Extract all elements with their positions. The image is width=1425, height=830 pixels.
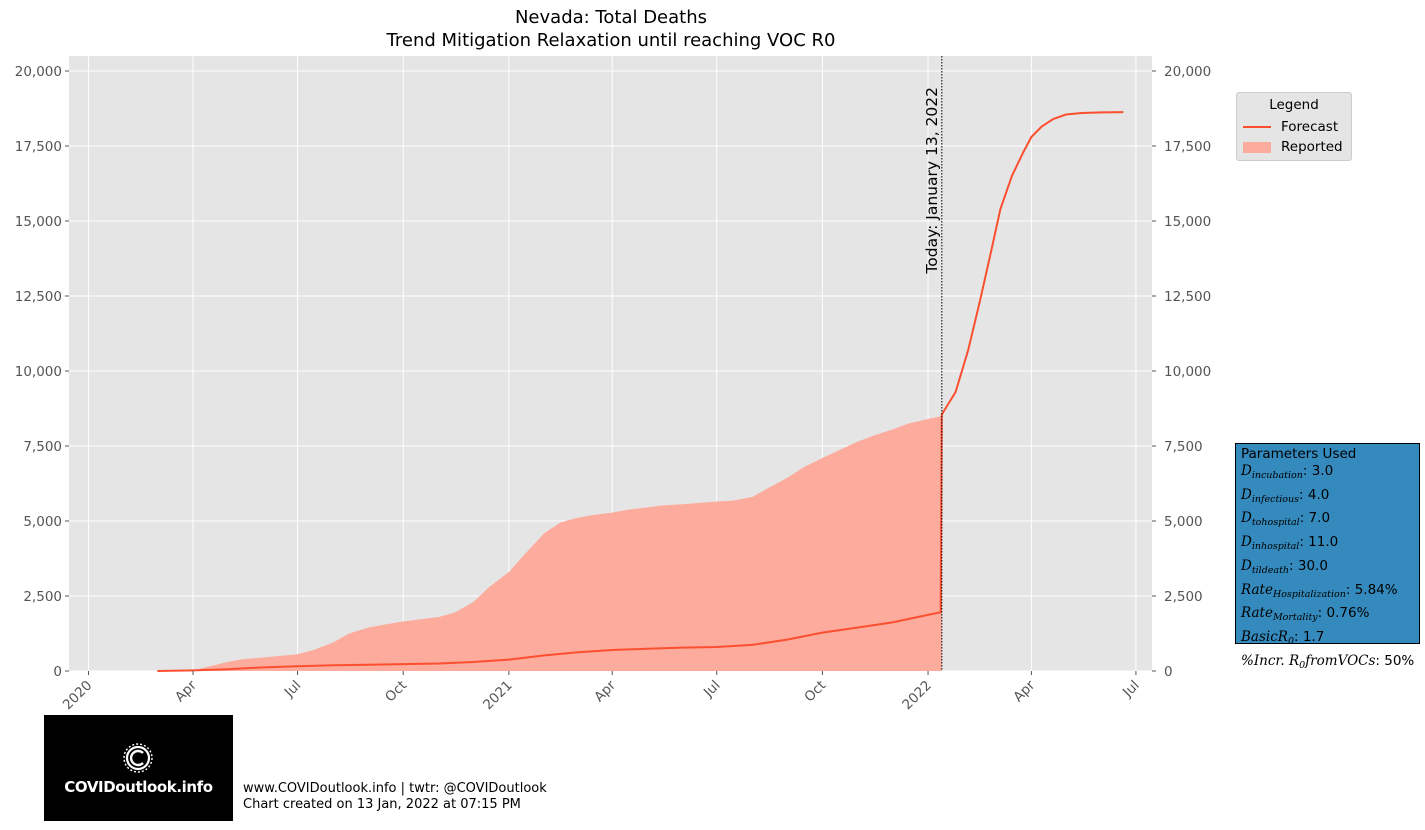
legend-label-forecast: Forecast <box>1281 119 1339 135</box>
parameter-row: Dincubation: 3.0 <box>1241 462 1419 486</box>
parameter-symbol: BasicR <box>1241 628 1288 645</box>
parameter-subscript: infectious <box>1251 493 1300 505</box>
parameter-subscript: Mortality <box>1272 612 1318 624</box>
legend-title: Legend <box>1269 97 1319 113</box>
parameter-subscript: inhospital <box>1251 541 1300 553</box>
parameter-value: : 0.76% <box>1317 605 1370 622</box>
forecast-line <box>157 111 1124 672</box>
parameter-row: Dinfectious: 4.0 <box>1241 486 1419 510</box>
parameter-subscript: tohospital <box>1251 517 1300 529</box>
y-tick-label-right: 10,000 <box>1164 364 1211 380</box>
legend-label-reported: Reported <box>1281 139 1343 155</box>
y-tick-label-left: 15,000 <box>15 214 62 230</box>
x-tick-label: Apr <box>1010 677 1038 705</box>
parameter-row: RateHospitalization: 5.84% <box>1241 581 1419 605</box>
parameter-subscript: tildeath <box>1251 564 1290 576</box>
y-tick-label-right: 15,000 <box>1164 214 1211 230</box>
y-tick-label-left: 7,500 <box>23 439 62 455</box>
logo-text: COVIDoutlook.info <box>64 778 213 796</box>
reported-area <box>157 416 942 671</box>
parameter-symbol: D <box>1241 534 1252 551</box>
parameter-value: : 50% <box>1375 652 1415 669</box>
parameter-row: RateMortality: 0.76% <box>1241 604 1419 628</box>
legend: Legend Forecast Reported <box>1236 92 1352 161</box>
parameter-symbol: D <box>1241 557 1252 574</box>
forecast-swatch <box>1243 126 1271 128</box>
forecast-series <box>157 111 1124 672</box>
parameter-value: : 3.0 <box>1302 463 1334 479</box>
parameter-value: : 11.0 <box>1299 534 1339 551</box>
parameter-symbol-tail: fromVOCs <box>1305 652 1376 669</box>
x-tick-label: 2020 <box>60 678 96 714</box>
x-tick-label: Apr <box>591 677 619 705</box>
parameter-symbol: D <box>1241 486 1252 503</box>
footer-line-1: www.COVIDoutlook.info | twtr: @COVIDoutl… <box>243 781 547 796</box>
today-label: Today: January 13, 2022 <box>923 87 941 275</box>
parameter-row: Dinhospital: 11.0 <box>1241 533 1419 557</box>
legend-item-forecast: Forecast <box>1243 118 1338 136</box>
x-tick-label: Jul <box>281 678 305 702</box>
x-tick-label: Oct <box>382 678 410 706</box>
grid <box>69 56 1152 672</box>
y-tick-label-right: 7,500 <box>1164 439 1203 455</box>
parameter-value: : 4.0 <box>1299 486 1330 503</box>
y-tick-label-left: 17,500 <box>15 139 62 155</box>
parameter-value: : 7.0 <box>1299 510 1331 527</box>
x-tick-label: Oct <box>801 678 829 706</box>
parameter-symbol: Rate <box>1241 605 1273 622</box>
parameter-row: %Incr. R0fromVOCs: 50% <box>1241 652 1419 676</box>
y-tick-label-right: 20,000 <box>1164 64 1211 80</box>
parameter-symbol: Rate <box>1241 581 1273 598</box>
parameter-symbol: %Incr. R <box>1241 652 1300 669</box>
chart-title: Nevada: Total Deaths <box>514 7 708 28</box>
chart-subtitle: Trend Mitigation Relaxation until reachi… <box>386 30 836 51</box>
parameter-symbol: D <box>1241 463 1252 479</box>
virus-icon <box>123 743 153 773</box>
footer-line-2: Chart created on 13 Jan, 2022 at 07:15 P… <box>243 797 521 812</box>
parameter-row: Dtohospital: 7.0 <box>1241 509 1419 533</box>
legend-item-reported: Reported <box>1243 138 1343 156</box>
y-tick-label-left: 2,500 <box>23 589 62 605</box>
parameter-subscript: Hospitalization <box>1272 588 1346 600</box>
parameter-value: : 5.84% <box>1345 581 1398 598</box>
parameters-title: Parameters Used <box>1241 446 1357 462</box>
y-tick-label-left: 12,500 <box>15 289 62 305</box>
y-tick-label-left: 10,000 <box>15 364 62 380</box>
parameter-subscript: incubation <box>1251 470 1303 481</box>
parameter-row: Dtildeath: 30.0 <box>1241 557 1419 581</box>
x-tick-label: 2021 <box>480 678 516 714</box>
x-tick-label: 2022 <box>899 678 935 714</box>
x-tick-label: Jul <box>700 678 724 702</box>
parameter-value: : 1.7 <box>1294 628 1325 645</box>
parameter-symbol: D <box>1241 510 1252 527</box>
y-tick-label-right: 0 <box>1164 664 1173 680</box>
y-tick-label-left: 5,000 <box>23 514 62 530</box>
reported-swatch <box>1243 141 1271 153</box>
y-tick-label-right: 12,500 <box>1164 289 1211 305</box>
x-tick-label: Apr <box>172 677 200 705</box>
x-tick-label: Jul <box>1119 678 1143 702</box>
parameters-list: Dincubation: 3.0 Dinfectious: 4.0 Dtohospi… <box>1241 462 1419 675</box>
y-tick-label-right: 5,000 <box>1164 514 1203 530</box>
reported-series <box>157 416 942 671</box>
covidoutlook-logo: COVIDoutlook.info <box>44 715 233 821</box>
parameters-box: Parameters Used Dincubation: 3.0 Dinfecti… <box>1235 443 1420 671</box>
y-tick-label-left: 20,000 <box>15 64 62 80</box>
y-tick-label-right: 17,500 <box>1164 139 1211 155</box>
parameter-subscript: 0 <box>1299 659 1306 671</box>
parameter-value: : 30.0 <box>1289 557 1328 574</box>
y-tick-label-right: 2,500 <box>1164 589 1203 605</box>
parameter-row: BasicR0: 1.7 <box>1241 628 1419 652</box>
parameter-subscript: 0 <box>1287 635 1294 647</box>
y-tick-label-left: 0 <box>53 664 62 680</box>
